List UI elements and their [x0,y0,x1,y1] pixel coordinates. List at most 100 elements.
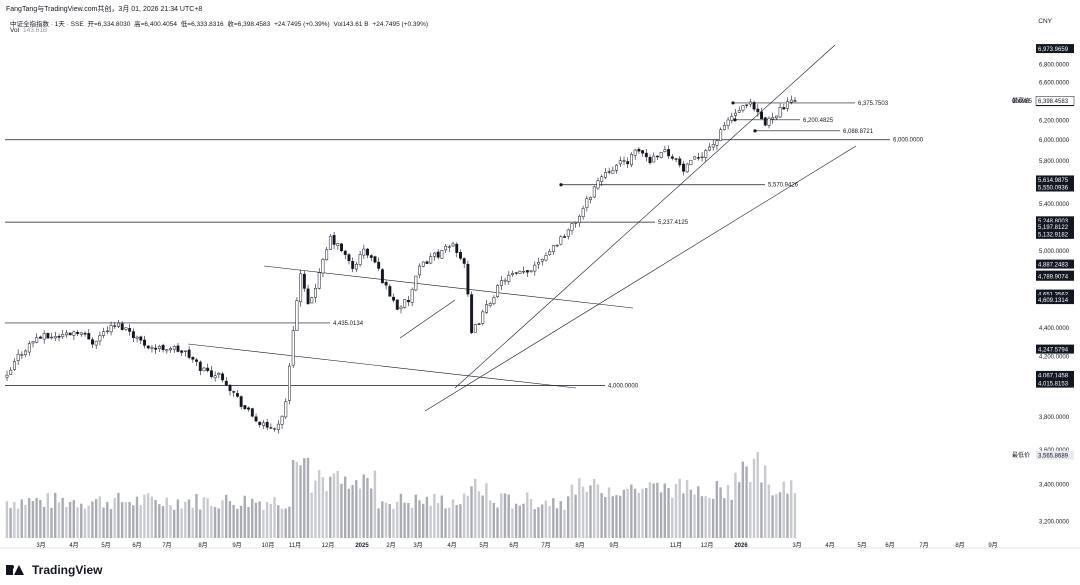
volume-bar [399,493,403,538]
candle-body [644,152,648,158]
candle-body [518,271,522,274]
volume-bar [306,457,310,538]
volume-bar [146,493,150,538]
volume-bar [548,506,551,538]
price-badge [1036,295,1074,305]
candle-body [131,331,135,338]
candle-body [726,119,730,127]
y-tick-label: 6,200.0000 [1039,118,1070,124]
x-tick-label: 8月 [955,542,964,549]
volume-bar [633,488,637,538]
volume-bar [518,505,522,538]
volume-bar [422,503,425,538]
volume-bar [343,476,347,538]
volume-bar [187,499,191,538]
volume-bar [243,495,246,538]
volume-bar [466,495,470,538]
volume-bar [544,500,548,538]
candle-body [343,250,347,255]
candle-body [217,373,221,375]
volume-bar [20,499,23,538]
candle-body [615,164,619,171]
candle-body [485,304,488,313]
volume-bar [366,478,369,538]
volume-bar [578,478,581,538]
candle-body [503,279,507,282]
currency-label[interactable]: CNY [1038,18,1052,25]
volume-bar [685,479,689,538]
candle-body [392,296,396,301]
change-value: +24.7495 (+0.39%) [274,21,330,28]
candle-body [748,101,752,105]
candle-body [380,269,384,284]
volume-bar [719,487,722,538]
volume-bar [139,505,142,538]
candle-body [265,421,269,428]
volume-bar [54,492,57,538]
trend-line [187,343,577,389]
volume-bar [645,488,648,538]
volume-bar [273,497,276,538]
candle-body [715,140,719,146]
volume-bar [369,488,373,538]
volume-bar [477,491,481,538]
instrument-name[interactable]: 中证全指指数 · 1天 · SSE [10,21,84,28]
candle-body [425,261,429,264]
volume-bar [711,498,715,538]
level-anchor-dot [733,118,737,122]
price-badge [1036,378,1074,388]
volume-bar [693,494,696,538]
volume-bar [481,495,484,538]
volume-bar [269,503,273,538]
volume-bar [418,500,421,538]
volume-bar [217,508,220,538]
volume-bar [455,505,458,538]
volume-bar [195,493,198,538]
volume-bar [433,494,436,538]
candle-body [221,373,225,381]
volume-bar [700,496,704,538]
candle-body [176,345,180,352]
volume-bar [462,493,466,538]
candle-body [589,197,593,200]
tradingview-logo[interactable]: TradingView [6,563,102,577]
x-tick-label: 5月 [857,542,866,549]
volume-bar [351,485,354,538]
volume-bar [533,509,536,538]
x-tick-label: 9月 [988,542,997,549]
price-badge-label: 4,609.1314 [1038,298,1069,304]
candle-body [778,107,782,118]
candle-body [83,332,87,335]
candle-body [68,332,72,336]
x-tick-label: 5月 [101,542,110,549]
volume-bar [61,497,64,538]
candle-body [641,150,645,154]
candle-body [756,108,760,113]
volume-bar [734,472,737,538]
y-tick-label: 3,200.0000 [1039,519,1070,525]
volume-bar [429,505,432,538]
volume-bar [57,502,61,538]
candle-body [741,105,745,111]
candle-body [269,427,273,429]
candle-body [128,328,132,332]
candle-body [328,236,332,250]
x-tick-label: 4月 [825,542,834,549]
price-badge-label: 4,015.8153 [1038,381,1069,387]
volume-bar [574,494,577,538]
candle-body [9,369,13,375]
volume-bar [377,508,380,538]
volume-bar [637,492,640,538]
x-tick-label: 7月 [541,542,550,549]
volume-bar [109,509,113,538]
x-tick-label: 3月 [792,542,801,549]
volume-bar [485,483,488,538]
volume-bar [169,505,172,538]
candle-body [745,104,749,106]
volume-bar [388,504,391,538]
volume-bar [76,507,79,538]
candle-body [254,416,258,422]
candle-body [366,248,369,256]
candle-body [555,244,559,247]
